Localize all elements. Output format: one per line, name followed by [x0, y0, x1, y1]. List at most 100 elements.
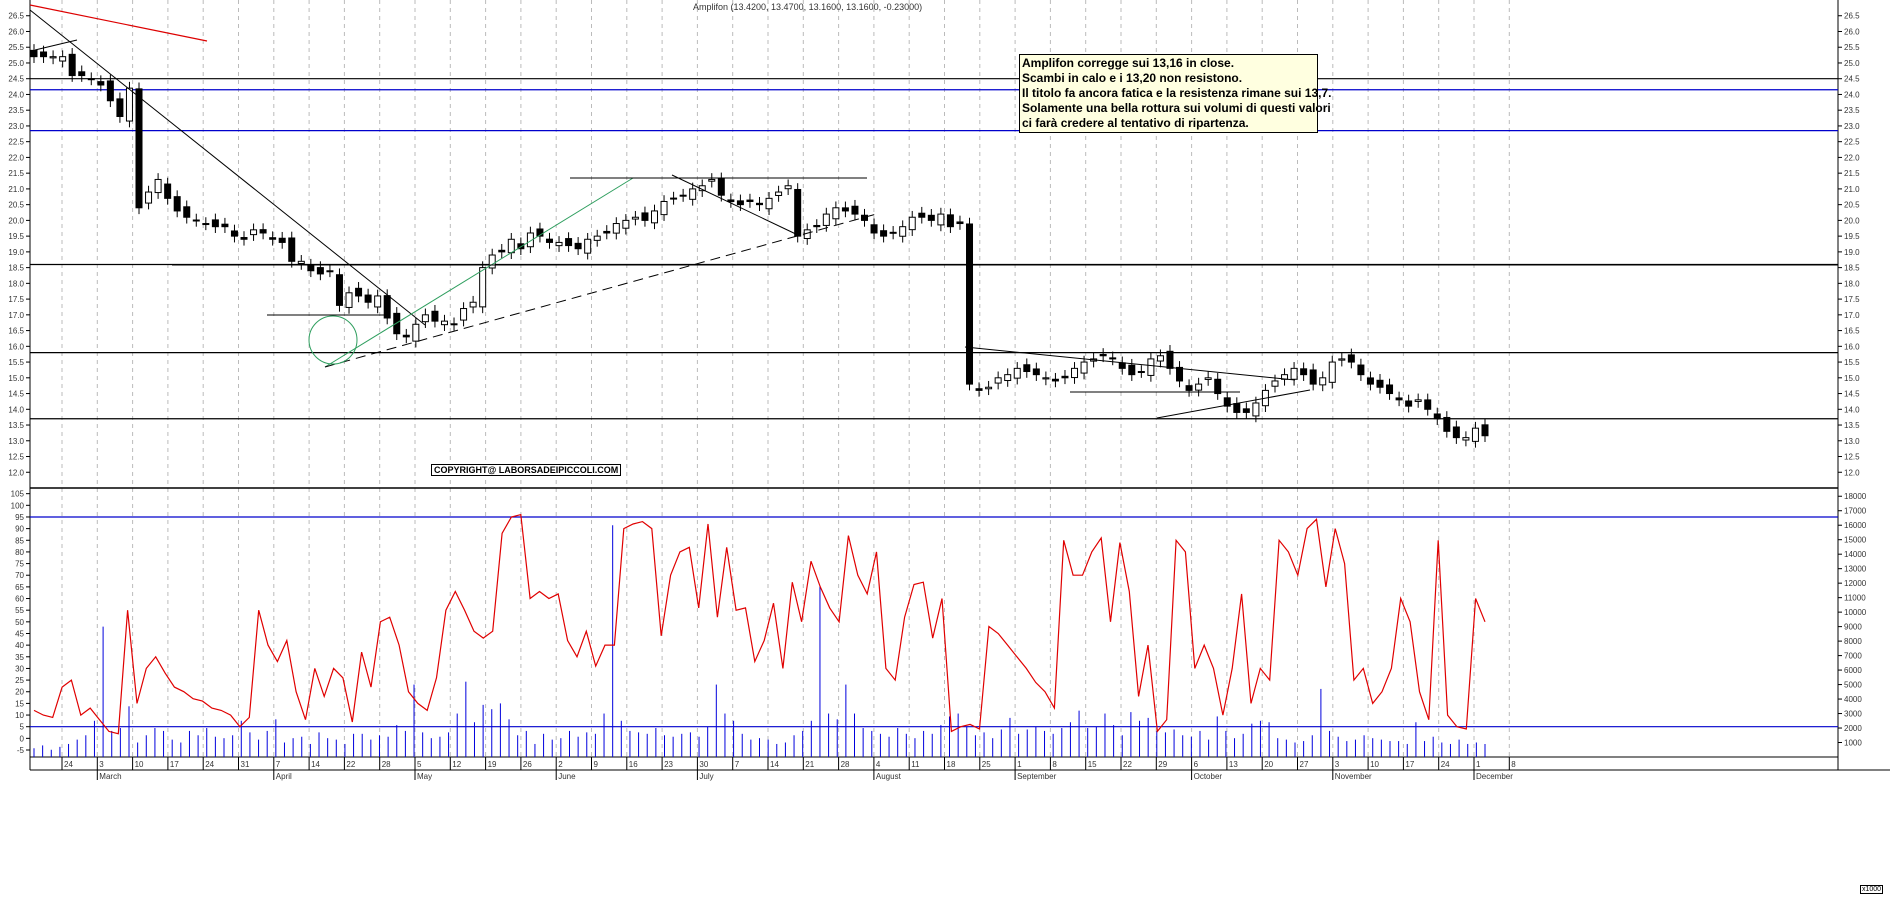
- svg-text:October: October: [1194, 772, 1223, 781]
- svg-text:13.0: 13.0: [8, 437, 24, 446]
- svg-text:21: 21: [805, 760, 814, 769]
- svg-text:16.0: 16.0: [8, 342, 24, 351]
- svg-text:14000: 14000: [1844, 550, 1867, 559]
- svg-text:8: 8: [1052, 760, 1057, 769]
- svg-text:2000: 2000: [1844, 724, 1862, 733]
- svg-text:10: 10: [1370, 760, 1379, 769]
- svg-text:55: 55: [15, 606, 24, 615]
- svg-text:30: 30: [699, 760, 708, 769]
- svg-text:18.0: 18.0: [8, 279, 24, 288]
- svg-text:1: 1: [1017, 760, 1022, 769]
- svg-text:7000: 7000: [1844, 652, 1862, 661]
- svg-text:17: 17: [1405, 760, 1414, 769]
- svg-text:10: 10: [15, 711, 24, 720]
- svg-text:12: 12: [452, 760, 461, 769]
- annotation-line: Scambi in calo e i 13,20 non resistono.: [1022, 71, 1243, 85]
- svg-text:13.5: 13.5: [8, 421, 24, 430]
- svg-text:105: 105: [11, 490, 25, 499]
- svg-text:14: 14: [770, 760, 779, 769]
- svg-text:14.5: 14.5: [1844, 390, 1860, 399]
- svg-text:9000: 9000: [1844, 623, 1862, 632]
- svg-text:11000: 11000: [1844, 594, 1866, 603]
- svg-text:14.0: 14.0: [1844, 405, 1860, 414]
- svg-text:22.5: 22.5: [8, 138, 24, 147]
- svg-text:8: 8: [1511, 760, 1516, 769]
- copyright-label: COPYRIGHT@ LABORSADEIPICCOLI.COM: [431, 464, 622, 476]
- svg-text:15.5: 15.5: [8, 358, 24, 367]
- svg-text:75: 75: [15, 560, 24, 569]
- svg-text:22.0: 22.0: [8, 153, 24, 162]
- svg-text:August: August: [876, 772, 902, 781]
- svg-text:19: 19: [488, 760, 497, 769]
- svg-text:30: 30: [15, 664, 24, 673]
- svg-text:24.0: 24.0: [8, 90, 24, 99]
- svg-text:5000: 5000: [1844, 681, 1862, 690]
- svg-text:24.5: 24.5: [8, 75, 24, 84]
- svg-text:20: 20: [1264, 760, 1273, 769]
- svg-text:6000: 6000: [1844, 666, 1862, 675]
- svg-text:22.0: 22.0: [1844, 153, 1860, 162]
- svg-text:21.0: 21.0: [8, 185, 24, 194]
- svg-text:28: 28: [382, 760, 391, 769]
- svg-text:13.0: 13.0: [1844, 437, 1860, 446]
- svg-text:23.0: 23.0: [8, 122, 24, 131]
- svg-text:1000: 1000: [1844, 739, 1862, 748]
- svg-text:23.5: 23.5: [1844, 106, 1860, 115]
- svg-text:24: 24: [1441, 760, 1450, 769]
- svg-text:23.0: 23.0: [1844, 122, 1860, 131]
- svg-text:24: 24: [205, 760, 214, 769]
- svg-text:4000: 4000: [1844, 695, 1862, 704]
- svg-text:10: 10: [135, 760, 144, 769]
- svg-text:16000: 16000: [1844, 521, 1867, 530]
- svg-text:17.5: 17.5: [8, 295, 24, 304]
- svg-text:5: 5: [20, 723, 25, 732]
- svg-text:16.0: 16.0: [1844, 342, 1860, 351]
- svg-text:15: 15: [1088, 760, 1097, 769]
- annotation-line: Solamente una bella rottura sui volumi d…: [1022, 101, 1331, 115]
- svg-text:17.0: 17.0: [8, 311, 24, 320]
- svg-text:26.5: 26.5: [8, 12, 24, 21]
- svg-text:21.0: 21.0: [1844, 185, 1860, 194]
- svg-text:22: 22: [1123, 760, 1132, 769]
- svg-text:7: 7: [735, 760, 740, 769]
- svg-text:7: 7: [276, 760, 281, 769]
- svg-text:3000: 3000: [1844, 710, 1862, 719]
- svg-text:13.5: 13.5: [1844, 421, 1860, 430]
- svg-text:15.5: 15.5: [1844, 358, 1860, 367]
- svg-text:1: 1: [1476, 760, 1481, 769]
- svg-text:26.0: 26.0: [1844, 27, 1860, 36]
- svg-text:16.5: 16.5: [1844, 327, 1860, 336]
- annotation-box: Amplifon corregge sui 13,16 in close. Sc…: [1019, 54, 1331, 133]
- svg-text:20.0: 20.0: [1844, 216, 1860, 225]
- svg-text:18.0: 18.0: [1844, 279, 1860, 288]
- svg-text:April: April: [276, 772, 292, 781]
- volume-unit-label: x1000: [1860, 885, 1884, 894]
- svg-text:19.5: 19.5: [8, 232, 24, 241]
- svg-text:-5: -5: [17, 746, 25, 755]
- svg-text:26: 26: [523, 760, 532, 769]
- svg-text:12.0: 12.0: [8, 468, 24, 477]
- svg-text:28: 28: [841, 760, 850, 769]
- svg-text:100: 100: [11, 501, 25, 510]
- svg-text:3: 3: [99, 760, 104, 769]
- svg-text:18.5: 18.5: [8, 264, 24, 273]
- svg-text:31: 31: [241, 760, 250, 769]
- svg-text:12.5: 12.5: [8, 453, 24, 462]
- svg-text:20.0: 20.0: [8, 216, 24, 225]
- svg-text:70: 70: [15, 571, 24, 580]
- svg-text:18.5: 18.5: [1844, 264, 1860, 273]
- svg-text:40: 40: [15, 641, 24, 650]
- svg-text:45: 45: [15, 629, 24, 638]
- svg-text:18000: 18000: [1844, 492, 1867, 501]
- svg-text:24: 24: [64, 760, 73, 769]
- svg-text:September: September: [1017, 772, 1056, 781]
- svg-text:19.0: 19.0: [8, 248, 24, 257]
- svg-text:23.5: 23.5: [8, 106, 24, 115]
- svg-text:65: 65: [15, 583, 24, 592]
- svg-text:22: 22: [346, 760, 355, 769]
- svg-text:25.5: 25.5: [8, 43, 24, 52]
- svg-text:23: 23: [664, 760, 673, 769]
- annotation-line: ci farà credere al tentativo di riparten…: [1022, 116, 1249, 130]
- svg-text:June: June: [558, 772, 576, 781]
